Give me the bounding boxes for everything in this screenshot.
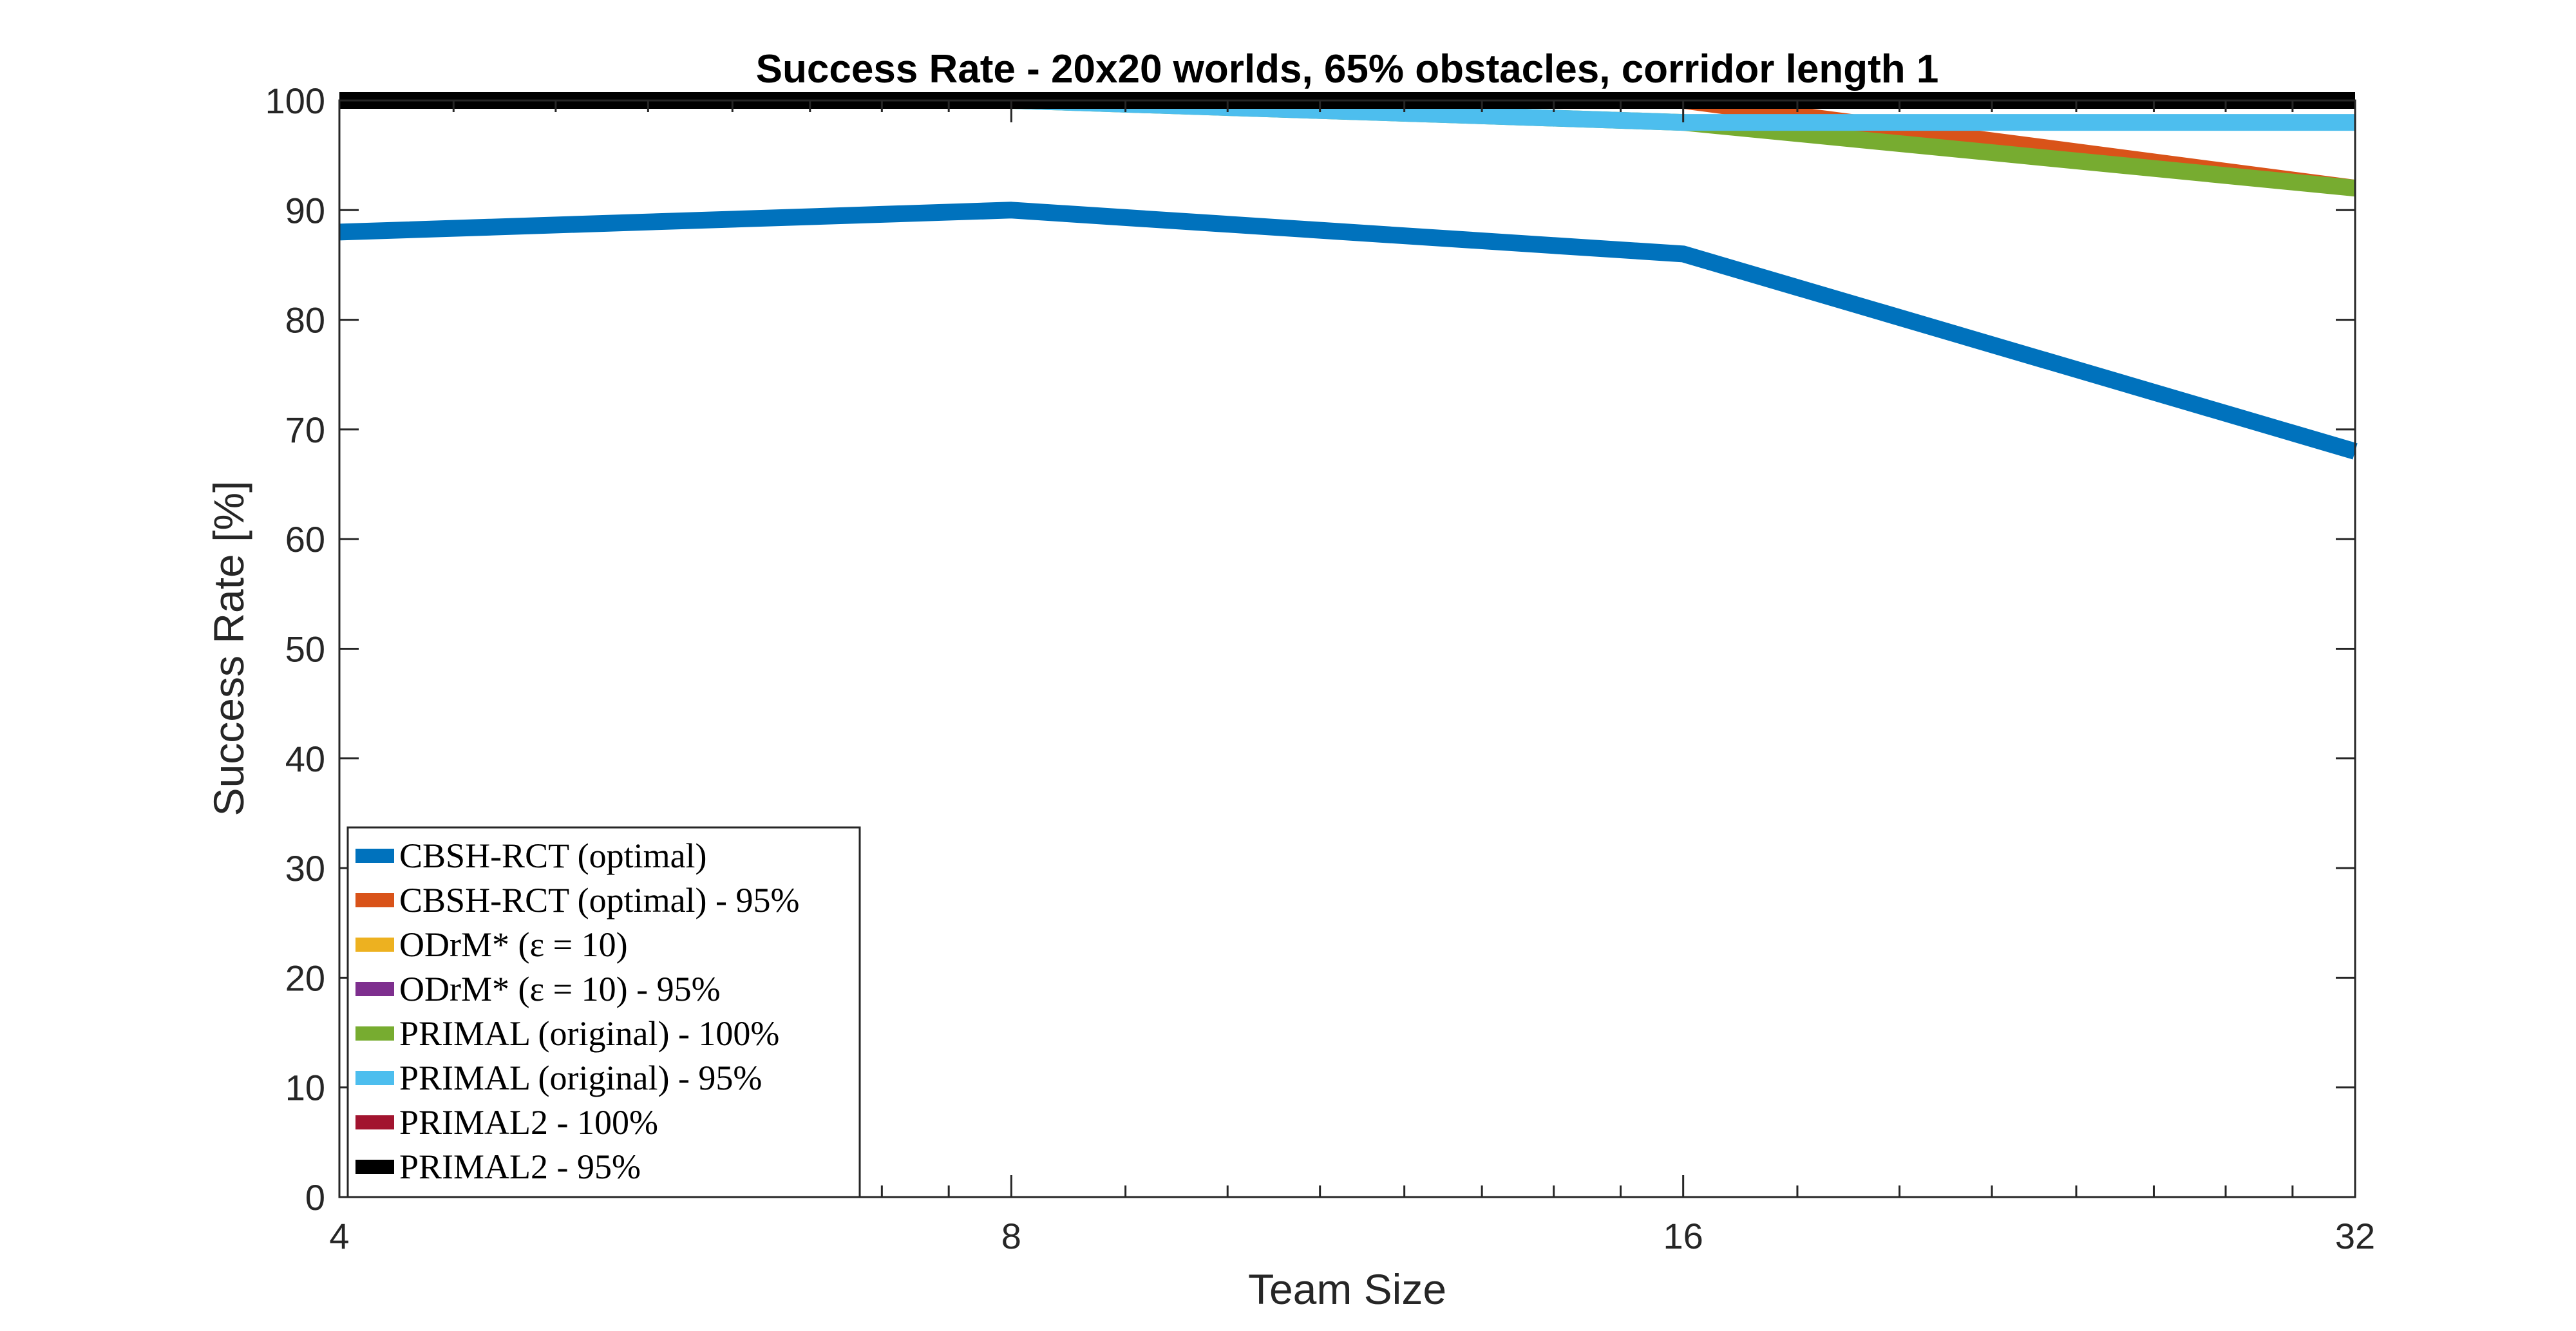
- y-tick-label: 100: [265, 80, 325, 121]
- y-tick-label: 70: [285, 410, 325, 450]
- legend-label: CBSH-RCT (optimal) - 95%: [399, 881, 800, 920]
- legend-label: PRIMAL2 - 100%: [399, 1103, 658, 1142]
- y-axis-label: Success Rate [%]: [205, 481, 252, 817]
- y-tick-label: 20: [285, 958, 325, 998]
- y-tick-label: 40: [285, 739, 325, 779]
- x-tick-label: 16: [1663, 1216, 1703, 1256]
- legend: CBSH-RCT (optimal) CBSH-RCT (optimal) - 9…: [346, 826, 861, 1198]
- axes-layer: 0 10 20 30 40 50 60 70 80 90 100 4 8 16 32: [265, 80, 2376, 1256]
- legend-label: ODrM* (ε = 10): [399, 925, 628, 964]
- y-tick-label: 90: [285, 190, 325, 231]
- x-tick-label: 4: [329, 1216, 349, 1256]
- x-tick-label: 32: [2335, 1216, 2375, 1256]
- y-tick-label: 60: [285, 519, 325, 560]
- y-tick-label: 10: [285, 1068, 325, 1108]
- legend-label: PRIMAL2 - 95%: [399, 1147, 641, 1186]
- legend-label: CBSH-RCT (optimal): [399, 836, 707, 875]
- legend-label: PRIMAL (original) - 100%: [399, 1014, 779, 1053]
- y-tick-label: 80: [285, 300, 325, 341]
- legend-label: PRIMAL (original) - 95%: [399, 1059, 762, 1097]
- x-tick-label: 8: [1001, 1216, 1021, 1256]
- y-tick-label: 0: [305, 1177, 325, 1218]
- x-axis-label: Team Size: [1248, 1265, 1446, 1313]
- series-line-cbsh-rct-optimal: [339, 202, 2358, 460]
- y-tick-label: 30: [285, 848, 325, 889]
- legend-box: [346, 826, 861, 1198]
- chart-title: Success Rate - 20x20 worlds, 65% obstacl…: [756, 47, 1939, 91]
- legend-label: ODrM* (ε = 10) - 95%: [399, 970, 721, 1008]
- y-tick-label: 50: [285, 629, 325, 670]
